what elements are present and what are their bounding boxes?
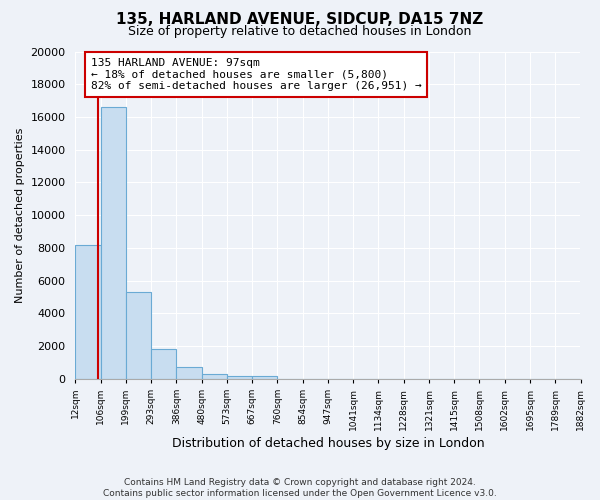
Text: Size of property relative to detached houses in London: Size of property relative to detached ho… bbox=[128, 25, 472, 38]
Bar bbox=[76, 244, 101, 379]
Bar bbox=[227, 376, 252, 379]
Bar bbox=[176, 366, 202, 379]
Bar bbox=[252, 376, 277, 379]
Y-axis label: Number of detached properties: Number of detached properties bbox=[15, 128, 25, 303]
Bar bbox=[101, 107, 126, 379]
Text: 135 HARLAND AVENUE: 97sqm
← 18% of detached houses are smaller (5,800)
82% of se: 135 HARLAND AVENUE: 97sqm ← 18% of detac… bbox=[91, 58, 421, 91]
Bar bbox=[126, 292, 151, 379]
Text: Contains HM Land Registry data © Crown copyright and database right 2024.
Contai: Contains HM Land Registry data © Crown c… bbox=[103, 478, 497, 498]
Bar bbox=[202, 374, 227, 379]
X-axis label: Distribution of detached houses by size in London: Distribution of detached houses by size … bbox=[172, 437, 484, 450]
Text: 135, HARLAND AVENUE, SIDCUP, DA15 7NZ: 135, HARLAND AVENUE, SIDCUP, DA15 7NZ bbox=[116, 12, 484, 28]
Bar bbox=[151, 348, 176, 379]
